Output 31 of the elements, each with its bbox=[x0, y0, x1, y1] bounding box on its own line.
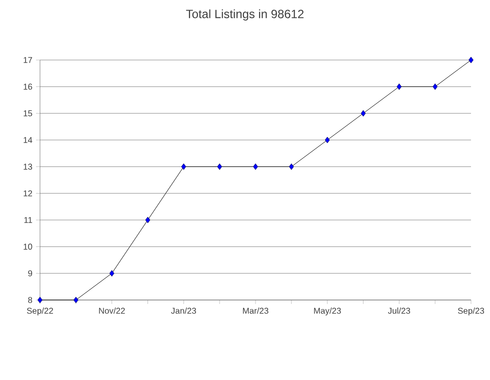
point bbox=[396, 83, 402, 90]
y-tick-label: 17 bbox=[24, 57, 32, 63]
x-tick-label: Sep/22 bbox=[26, 308, 53, 316]
point bbox=[181, 163, 186, 170]
point bbox=[360, 110, 366, 117]
point bbox=[145, 216, 150, 224]
y-tick-label: 12 bbox=[24, 190, 32, 196]
y-tick-label: 8 bbox=[28, 297, 32, 303]
point bbox=[38, 296, 42, 304]
y-tick-label: 10 bbox=[24, 244, 32, 250]
x-tick-label: Jan/23 bbox=[171, 308, 196, 314]
y-tick-label: 11 bbox=[24, 217, 32, 223]
point bbox=[324, 136, 330, 144]
y-tick-label: 16 bbox=[24, 84, 32, 90]
y-tick-label: 9 bbox=[28, 270, 32, 276]
point bbox=[73, 296, 78, 304]
point bbox=[432, 83, 438, 90]
y-tick-label: 14 bbox=[24, 137, 32, 143]
x-tick-label: Mar/23 bbox=[243, 308, 268, 314]
point bbox=[253, 163, 258, 170]
chart-title: Total Listings in 98612 bbox=[186, 9, 304, 21]
x-tick-label: Sep/23 bbox=[458, 308, 484, 316]
point bbox=[217, 163, 222, 170]
point bbox=[288, 163, 294, 170]
x-tick-label: Nov/22 bbox=[99, 308, 125, 314]
x-tick-label: May/23 bbox=[314, 308, 341, 316]
x-tick-label: Jul/23 bbox=[388, 308, 410, 314]
y-tick-label: 15 bbox=[24, 110, 32, 116]
point bbox=[109, 270, 114, 277]
y-tick-label: 13 bbox=[24, 164, 32, 170]
point bbox=[468, 56, 474, 64]
